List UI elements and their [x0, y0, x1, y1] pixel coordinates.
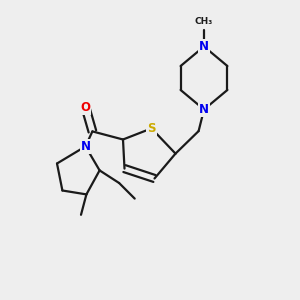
Text: CH₃: CH₃ [195, 17, 213, 26]
Text: S: S [147, 122, 156, 135]
Text: N: N [199, 103, 209, 116]
Text: N: N [199, 40, 209, 53]
Text: N: N [80, 140, 91, 153]
Text: O: O [80, 101, 91, 114]
